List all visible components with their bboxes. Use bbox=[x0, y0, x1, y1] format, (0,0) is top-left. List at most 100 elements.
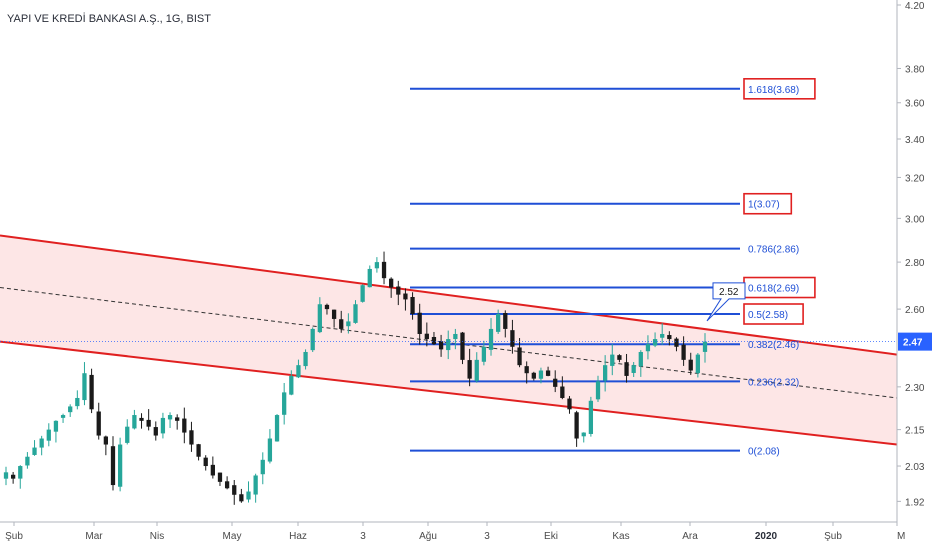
candle[interactable] bbox=[389, 277, 394, 298]
candle[interactable] bbox=[603, 355, 608, 392]
candle[interactable] bbox=[652, 332, 658, 348]
candle[interactable] bbox=[553, 370, 558, 393]
candle[interactable] bbox=[53, 420, 59, 443]
candle[interactable] bbox=[460, 331, 465, 365]
price-callout[interactable]: 2.52 bbox=[706, 282, 746, 322]
candle[interactable] bbox=[289, 370, 294, 396]
candle[interactable] bbox=[253, 473, 258, 503]
candle[interactable] bbox=[417, 303, 422, 345]
candle[interactable] bbox=[510, 319, 515, 354]
candle[interactable] bbox=[538, 367, 544, 384]
candle[interactable] bbox=[688, 352, 693, 375]
candle[interactable] bbox=[117, 437, 123, 492]
candle[interactable] bbox=[410, 292, 415, 320]
candle[interactable] bbox=[210, 456, 215, 479]
candle[interactable] bbox=[317, 297, 322, 334]
candle[interactable] bbox=[146, 409, 151, 431]
candle[interactable] bbox=[32, 440, 37, 456]
candle[interactable] bbox=[203, 455, 208, 471]
candle[interactable] bbox=[303, 349, 308, 370]
candle[interactable] bbox=[524, 361, 529, 384]
candle[interactable] bbox=[246, 481, 251, 503]
fib-level[interactable]: 0(2.08) bbox=[410, 447, 780, 458]
candle[interactable] bbox=[25, 452, 30, 469]
candle[interactable] bbox=[89, 368, 94, 414]
candle[interactable] bbox=[702, 333, 708, 363]
candle[interactable] bbox=[274, 414, 280, 442]
candle[interactable] bbox=[403, 288, 408, 311]
candle[interactable] bbox=[517, 338, 522, 368]
candle[interactable] bbox=[667, 331, 672, 346]
candle[interactable] bbox=[239, 488, 244, 503]
candle[interactable] bbox=[660, 323, 665, 345]
candle[interactable] bbox=[431, 331, 437, 346]
candle[interactable] bbox=[232, 479, 237, 505]
candle[interactable] bbox=[360, 284, 365, 303]
channel-lower-line[interactable] bbox=[0, 340, 898, 446]
candle[interactable] bbox=[60, 413, 66, 423]
fib-level[interactable]: 0.236(2.32) bbox=[410, 377, 799, 388]
candle[interactable] bbox=[310, 327, 315, 353]
candle[interactable] bbox=[82, 362, 87, 406]
candle[interactable] bbox=[374, 257, 380, 273]
candle[interactable] bbox=[224, 476, 230, 490]
candle[interactable] bbox=[631, 362, 636, 378]
candle[interactable] bbox=[453, 328, 458, 350]
candle[interactable] bbox=[560, 376, 565, 400]
candle[interactable] bbox=[260, 452, 265, 485]
candle[interactable] bbox=[681, 336, 686, 366]
candle[interactable] bbox=[503, 310, 508, 338]
candle[interactable] bbox=[160, 412, 166, 439]
candle[interactable] bbox=[139, 413, 144, 429]
candle[interactable] bbox=[18, 465, 23, 489]
candle[interactable] bbox=[132, 409, 137, 430]
candle[interactable] bbox=[331, 309, 337, 328]
candle[interactable] bbox=[217, 472, 223, 486]
candle[interactable] bbox=[446, 330, 451, 360]
candle[interactable] bbox=[346, 313, 351, 334]
candle[interactable] bbox=[267, 429, 273, 464]
fib-level[interactable]: 0.786(2.86) bbox=[410, 245, 799, 256]
candle[interactable] bbox=[481, 340, 487, 366]
channel-upper-line[interactable] bbox=[0, 234, 898, 356]
candle[interactable] bbox=[396, 280, 401, 306]
candle[interactable] bbox=[424, 322, 429, 347]
candle[interactable] bbox=[103, 435, 108, 456]
candle[interactable] bbox=[189, 421, 194, 452]
candle[interactable] bbox=[645, 335, 651, 360]
candle[interactable] bbox=[496, 309, 501, 334]
candle[interactable] bbox=[488, 318, 494, 356]
candle[interactable] bbox=[175, 414, 180, 430]
candle[interactable] bbox=[68, 404, 73, 417]
candle[interactable] bbox=[617, 354, 622, 363]
candle[interactable] bbox=[695, 352, 701, 378]
candle[interactable] bbox=[474, 352, 479, 383]
candle[interactable] bbox=[75, 390, 80, 410]
candle[interactable] bbox=[581, 432, 586, 443]
candle[interactable] bbox=[125, 419, 130, 445]
candle[interactable] bbox=[196, 443, 201, 461]
candle[interactable] bbox=[353, 300, 358, 324]
candle[interactable] bbox=[381, 251, 387, 285]
candle[interactable] bbox=[10, 471, 16, 484]
candle[interactable] bbox=[3, 466, 9, 486]
candle[interactable] bbox=[595, 375, 601, 402]
candle[interactable] bbox=[46, 423, 51, 447]
candle[interactable] bbox=[367, 265, 372, 288]
candle[interactable] bbox=[531, 371, 536, 381]
fib-level[interactable]: 0.5(2.58) bbox=[410, 303, 804, 325]
candle[interactable] bbox=[588, 396, 594, 437]
candle[interactable] bbox=[167, 412, 173, 428]
candle[interactable] bbox=[545, 366, 551, 377]
candle[interactable] bbox=[182, 407, 187, 444]
candle[interactable] bbox=[624, 353, 629, 383]
candle[interactable] bbox=[610, 343, 615, 376]
candle[interactable] bbox=[296, 359, 301, 379]
candle[interactable] bbox=[153, 421, 158, 441]
fib-level[interactable]: 1.618(3.68) bbox=[410, 78, 816, 100]
candle[interactable] bbox=[674, 337, 679, 352]
fib-level[interactable]: 1(3.07) bbox=[410, 192, 793, 215]
candle[interactable] bbox=[438, 334, 444, 357]
candle[interactable] bbox=[96, 402, 101, 440]
